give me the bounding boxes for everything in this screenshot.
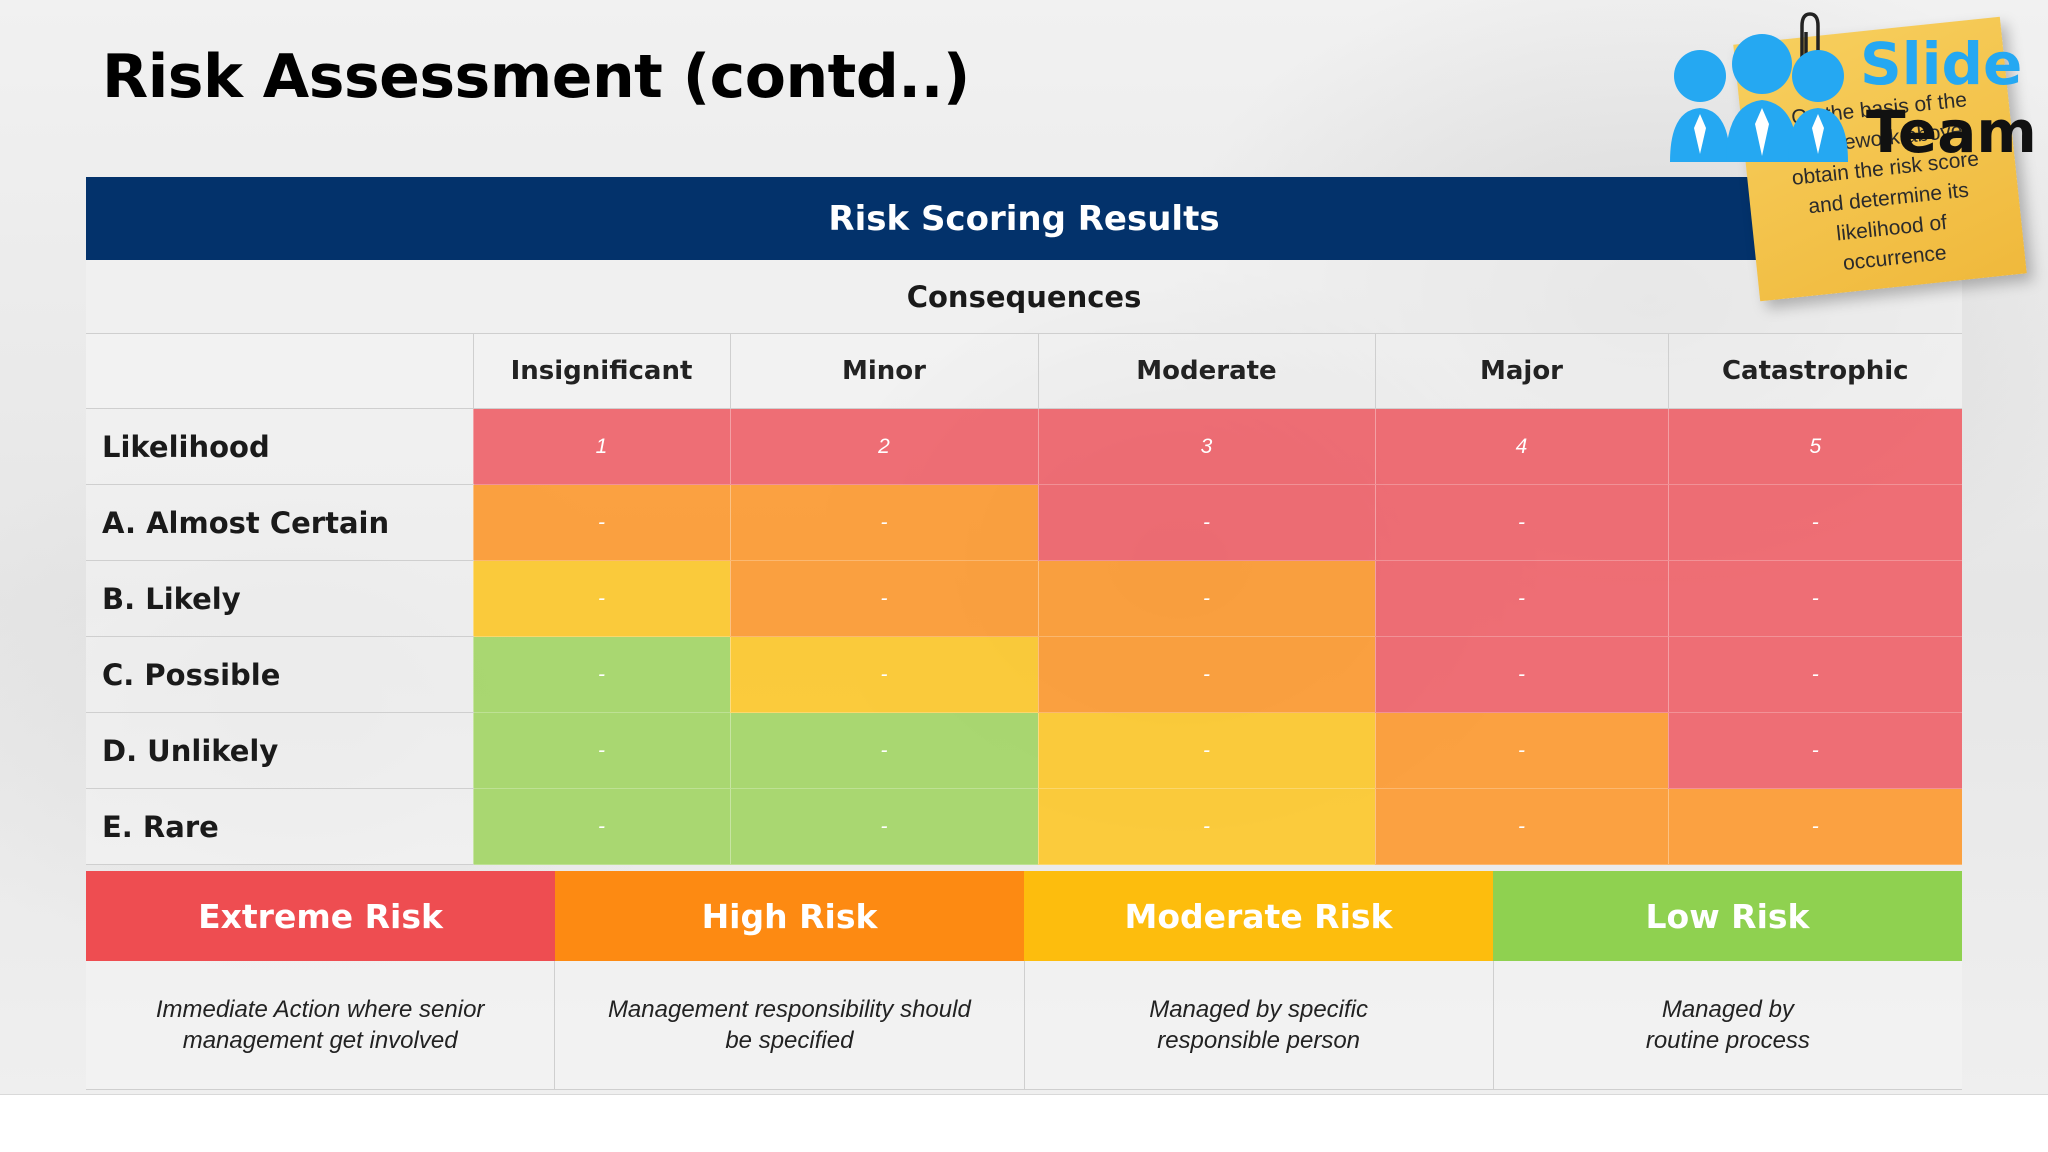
matrix-cell: -: [729, 788, 1038, 865]
matrix-cell: -: [1037, 484, 1375, 561]
matrix-cell: 5: [1667, 408, 1963, 485]
column-header: Moderate: [1037, 333, 1375, 409]
table-row: B. Likely - - - - -: [86, 560, 1963, 637]
description-line: Managed by specific: [1149, 996, 1369, 1023]
matrix-cell: -: [1374, 712, 1668, 789]
matrix-cell: 4: [1374, 408, 1668, 485]
matrix-cell: 2: [729, 408, 1038, 485]
matrix-cell: -: [1374, 560, 1668, 637]
likelihood-row: Likelihood 1 2 3 4 5: [86, 408, 1963, 485]
description-line: management get involved: [182, 1027, 458, 1054]
row-label: A. Almost Certain: [86, 484, 473, 561]
header-blank: [86, 333, 473, 409]
row-label: Likelihood: [86, 408, 473, 485]
matrix-cell: -: [1037, 636, 1375, 713]
matrix-cell: -: [729, 484, 1038, 561]
matrix-cell: -: [1667, 636, 1963, 713]
matrix-cell: 3: [1037, 408, 1375, 485]
table-row: E. Rare - - - - -: [86, 788, 1963, 865]
matrix-cell: -: [1374, 788, 1668, 865]
legend-description: Management responsibility should be speci…: [554, 961, 1024, 1089]
matrix-cell: -: [1374, 484, 1668, 561]
consequences-label: Consequences: [86, 260, 1963, 334]
matrix-cell: -: [472, 484, 730, 561]
matrix-cell: -: [472, 636, 730, 713]
matrix-cell: -: [472, 712, 730, 789]
table-row: C. Possible - - - - -: [86, 636, 1963, 713]
row-label: C. Possible: [86, 636, 473, 713]
risk-legend: Extreme Risk High Risk Moderate Risk Low…: [86, 871, 1962, 961]
description-line: Immediate Action where senior: [155, 996, 485, 1023]
consequences-row: Consequences: [86, 260, 1963, 334]
legend-moderate-risk: Moderate Risk: [1024, 871, 1493, 961]
legend-high-risk: High Risk: [555, 871, 1024, 961]
column-header: Major: [1374, 333, 1668, 409]
column-header-row: Insignificant Minor Moderate Major Catas…: [86, 333, 1963, 409]
table-row: D. Unlikely - - - - -: [86, 712, 1963, 789]
matrix-cell: 1: [472, 408, 730, 485]
legend-description: Managed by specific responsible person: [1023, 961, 1493, 1089]
description-line: routine process: [1645, 1027, 1810, 1054]
description-line: be specified: [725, 1027, 854, 1054]
matrix-cell: -: [1037, 788, 1375, 865]
matrix-cell: -: [472, 788, 730, 865]
matrix-cell: -: [729, 560, 1038, 637]
row-label: B. Likely: [86, 560, 473, 637]
matrix-cell: -: [1667, 712, 1963, 789]
column-header: Catastrophic: [1667, 333, 1963, 409]
page-title: Risk Assessment (contd..): [102, 42, 970, 112]
legend-extreme-risk: Extreme Risk: [86, 871, 555, 961]
matrix-cell: -: [1037, 712, 1375, 789]
column-header: Minor: [729, 333, 1038, 409]
matrix-cell: -: [1667, 484, 1963, 561]
slide-divider: [0, 1094, 2048, 1095]
matrix-cell: -: [729, 712, 1038, 789]
matrix-cell: -: [1667, 560, 1963, 637]
results-banner: Risk Scoring Results: [86, 177, 1962, 260]
row-label: E. Rare: [86, 788, 473, 865]
matrix-cell: -: [1374, 636, 1668, 713]
description-line: responsible person: [1157, 1027, 1361, 1054]
legend-descriptions: Immediate Action where senior management …: [86, 961, 1962, 1090]
description-line: Managed by: [1661, 996, 1794, 1023]
matrix-cell: -: [1667, 788, 1963, 865]
logo-word-slide: Slide: [1860, 30, 2023, 98]
description-line: Management responsibility should: [607, 996, 971, 1023]
logo-word-team: Team: [1866, 98, 2037, 166]
row-label: D. Unlikely: [86, 712, 473, 789]
matrix-cell: -: [472, 560, 730, 637]
column-header: Insignificant: [472, 333, 730, 409]
slide-background: Risk Assessment (contd..) Risk Scoring R…: [0, 0, 2048, 1094]
table-row: A. Almost Certain - - - - -: [86, 484, 1963, 561]
risk-matrix: Consequences Insignificant Minor Moderat…: [86, 260, 1963, 865]
legend-description: Immediate Action where senior management …: [86, 961, 555, 1089]
people-logo-icon: [1670, 34, 1848, 162]
legend-description: Managed by routine process: [1492, 961, 1962, 1089]
matrix-cell: -: [729, 636, 1038, 713]
legend-low-risk: Low Risk: [1493, 871, 1962, 961]
matrix-cell: -: [1037, 560, 1375, 637]
